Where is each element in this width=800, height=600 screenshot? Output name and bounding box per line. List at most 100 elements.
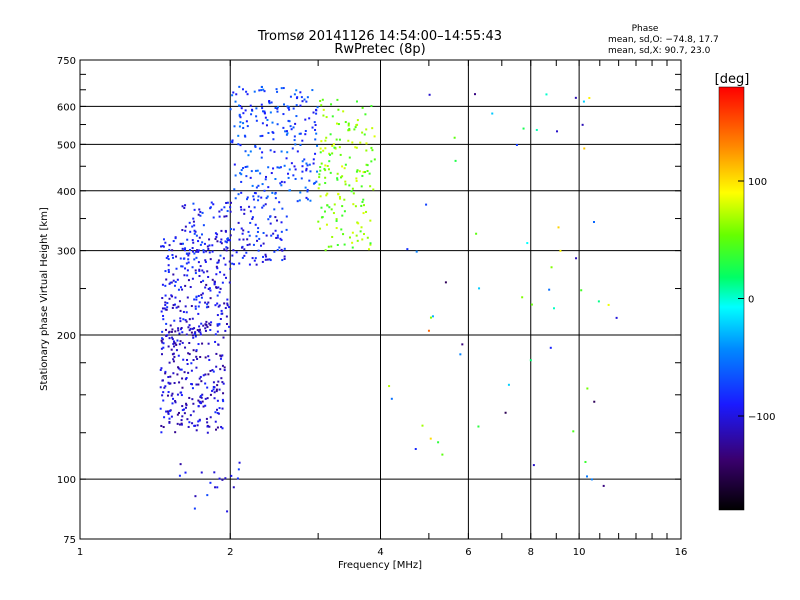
- data-point: [171, 253, 174, 256]
- data-point: [341, 214, 344, 217]
- data-point: [179, 309, 182, 312]
- data-point: [371, 149, 374, 152]
- data-point: [305, 167, 308, 170]
- data-point: [191, 387, 194, 390]
- data-point: [261, 206, 264, 209]
- data-point: [208, 358, 211, 361]
- data-point: [271, 131, 274, 134]
- data-point: [249, 104, 252, 107]
- data-point: [201, 292, 204, 295]
- data-point: [224, 477, 227, 480]
- data-points: [159, 85, 618, 513]
- data-point: [166, 255, 169, 258]
- data-point: [269, 111, 272, 114]
- data-point: [331, 115, 334, 118]
- data-point: [196, 357, 199, 360]
- data-point: [232, 486, 235, 489]
- data-point: [280, 180, 283, 183]
- data-point: [332, 212, 335, 215]
- data-point: [220, 355, 223, 358]
- data-point: [202, 374, 205, 377]
- data-point: [183, 371, 186, 374]
- data-point: [173, 340, 176, 343]
- data-point: [166, 302, 169, 305]
- data-point: [590, 478, 593, 481]
- data-point: [210, 321, 213, 324]
- data-point: [181, 205, 184, 208]
- data-point: [265, 234, 268, 237]
- data-point: [437, 441, 440, 444]
- data-point: [172, 273, 175, 276]
- data-point: [322, 114, 325, 117]
- data-point: [218, 388, 221, 391]
- data-point: [365, 163, 368, 166]
- data-point: [237, 468, 240, 471]
- data-point: [164, 284, 167, 287]
- data-point: [186, 269, 189, 272]
- data-point: [201, 269, 204, 272]
- data-point: [276, 90, 279, 93]
- data-point: [222, 336, 225, 339]
- data-point: [159, 386, 162, 389]
- data-point: [235, 93, 238, 96]
- data-point: [177, 354, 180, 357]
- data-point: [192, 359, 195, 362]
- data-point: [209, 481, 212, 484]
- data-point: [266, 118, 269, 121]
- data-point: [216, 399, 219, 402]
- data-point: [361, 200, 364, 203]
- data-point: [182, 318, 185, 321]
- data-point: [602, 484, 605, 487]
- data-point: [358, 170, 361, 173]
- data-point: [186, 363, 189, 366]
- data-point: [324, 147, 327, 150]
- data-point: [280, 150, 283, 153]
- data-point: [216, 324, 219, 327]
- data-point: [200, 296, 203, 299]
- data-point: [181, 288, 184, 291]
- data-point: [222, 400, 225, 403]
- x-tick-label: 10: [573, 547, 586, 558]
- data-point: [324, 164, 327, 167]
- data-point: [179, 328, 182, 331]
- data-point: [216, 384, 219, 387]
- data-point: [162, 391, 165, 394]
- data-point: [348, 127, 351, 130]
- data-point: [167, 264, 170, 267]
- data-point: [163, 416, 166, 419]
- data-point: [246, 93, 249, 96]
- data-point: [320, 140, 323, 143]
- data-point: [288, 189, 291, 192]
- data-point: [161, 341, 164, 344]
- data-point: [167, 376, 170, 379]
- y-tick-label: 200: [57, 331, 76, 342]
- data-point: [324, 169, 327, 172]
- data-point: [293, 139, 296, 142]
- data-point: [200, 380, 203, 383]
- data-point: [319, 147, 322, 150]
- data-point: [246, 244, 249, 247]
- data-point: [201, 393, 204, 396]
- data-point: [207, 247, 210, 250]
- data-point: [182, 257, 185, 260]
- data-point: [164, 241, 167, 244]
- data-point: [191, 247, 194, 250]
- data-point: [199, 400, 202, 403]
- data-point: [289, 95, 292, 98]
- data-point: [259, 135, 262, 138]
- data-point: [220, 377, 223, 380]
- data-point: [191, 317, 194, 320]
- data-point: [226, 238, 229, 241]
- data-point: [217, 380, 220, 383]
- data-point: [287, 172, 290, 175]
- data-point: [313, 121, 316, 124]
- data-point: [556, 130, 559, 133]
- data-point: [232, 263, 235, 266]
- data-point: [338, 146, 341, 149]
- data-point: [174, 330, 177, 333]
- data-point: [286, 105, 289, 108]
- data-point: [215, 365, 218, 368]
- data-point: [314, 124, 317, 127]
- data-point: [185, 402, 188, 405]
- data-point: [236, 477, 239, 480]
